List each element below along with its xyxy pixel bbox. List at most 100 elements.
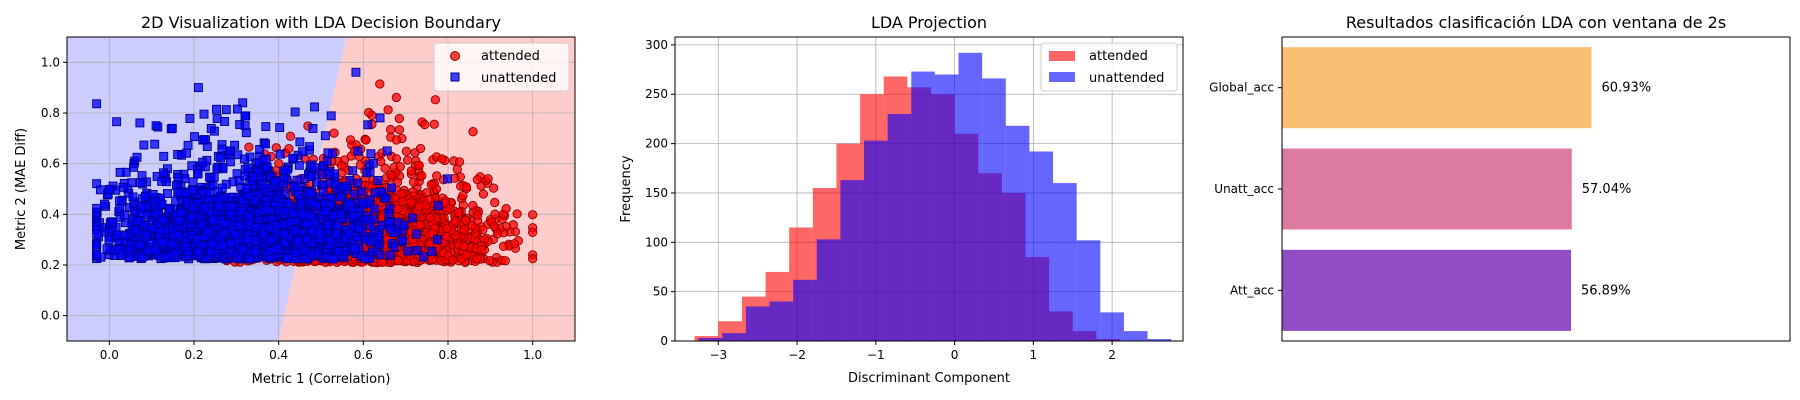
accuracy-bars: Global_acc 60.93% Unatt_acc 57.04% Att_acc 56… <box>1209 47 1651 331</box>
unattended-point <box>295 137 305 147</box>
bar-category-label: Att_acc <box>1230 283 1274 297</box>
unattended-point <box>271 177 280 187</box>
unattended-point <box>185 114 195 123</box>
unattended-bin <box>745 306 770 341</box>
attended-point <box>467 221 477 231</box>
unattended-point <box>183 140 193 150</box>
unattended-point <box>266 235 275 245</box>
histogram-y-tick-label: 200 <box>645 137 668 151</box>
unattended-point <box>170 249 179 259</box>
unattended-point <box>115 167 125 177</box>
unattended-point <box>288 153 298 163</box>
attended-point <box>442 231 452 242</box>
histogram-y-tick-label: 250 <box>645 87 668 101</box>
unattended-point <box>118 182 128 192</box>
unattended-point <box>381 193 391 203</box>
attended-point <box>442 223 452 233</box>
unattended-point <box>251 223 261 232</box>
unattended-point <box>261 139 270 149</box>
unattended-point <box>242 183 252 193</box>
unattended-bin <box>1076 240 1101 341</box>
unattended-point <box>283 199 293 209</box>
unattended-point <box>306 198 316 208</box>
scatter-y-tick-label: 0.2 <box>41 258 60 272</box>
attended-point <box>472 254 482 264</box>
attended-point <box>485 256 495 266</box>
unattended-point <box>157 176 167 186</box>
unattended-point <box>92 99 102 109</box>
unattended-point <box>226 146 236 156</box>
unattended-point <box>209 172 219 182</box>
attended-point <box>408 177 419 187</box>
attended-point <box>430 95 441 105</box>
unattended-bin <box>1005 125 1030 341</box>
unattended-bin <box>793 279 817 341</box>
unattended-point <box>205 247 215 257</box>
attended-point <box>285 131 296 141</box>
accuracy-bar <box>1282 249 1572 331</box>
unattended-point <box>218 229 228 239</box>
unattended-point <box>358 197 367 207</box>
attended-point <box>501 203 511 214</box>
attended-point <box>445 204 455 214</box>
unattended-point <box>192 234 202 244</box>
histogram-x-tick-label: −3 <box>709 348 727 362</box>
attended-point <box>383 105 393 115</box>
unattended-point <box>193 83 203 93</box>
accuracy-bar <box>1282 47 1592 129</box>
attended-point <box>415 143 426 154</box>
unattended-point <box>135 118 145 128</box>
unattended-point <box>306 172 316 181</box>
attended-point <box>432 171 442 181</box>
attended-point <box>361 135 371 145</box>
histogram-x-tick-label: 2 <box>1108 348 1116 362</box>
attended-point <box>472 210 483 220</box>
attended-point <box>461 215 471 225</box>
scatter-y-tick-label: 0.8 <box>41 106 60 120</box>
unattended-point <box>157 199 167 209</box>
unattended-point <box>310 163 319 173</box>
bar-title: Resultados clasificación LDA con ventana… <box>1346 13 1726 32</box>
unattended-point <box>322 156 332 166</box>
unattended-point <box>194 247 204 257</box>
attended-point <box>426 180 437 190</box>
histogram-x-tick-label: 0 <box>951 348 959 362</box>
attended-point <box>417 171 427 181</box>
attended-point <box>500 256 510 266</box>
attended-point <box>490 197 500 208</box>
bar-category-label: Unatt_acc <box>1214 182 1274 196</box>
unattended-point <box>180 242 190 252</box>
scatter-chart: 0.0 0.2 0.4 0.6 0.8 1.0 0.0 0.2 0.4 0.6 0.8 1.0 2D … <box>14 13 576 387</box>
bar-value-label: 60.93% <box>1602 81 1652 96</box>
unattended-point <box>240 154 249 164</box>
unattended-point <box>418 252 428 262</box>
unattended-point <box>275 205 285 215</box>
attended-point <box>437 154 447 164</box>
unattended-point <box>112 117 122 127</box>
unattended-point <box>363 120 373 130</box>
legend-attended-marker <box>450 51 460 61</box>
scatter-y-tick-label: 0.0 <box>41 309 60 323</box>
attended-point <box>406 166 417 176</box>
unattended-point <box>171 196 181 206</box>
unattended-point <box>139 140 149 150</box>
unattended-point <box>328 254 338 264</box>
attended-point <box>380 163 390 173</box>
attended-point <box>394 125 405 135</box>
attended-point <box>244 142 254 152</box>
histogram-y-tick-label: 150 <box>645 186 668 200</box>
attended-point <box>391 135 402 145</box>
attended-point <box>395 162 405 172</box>
unattended-point <box>193 169 203 179</box>
unattended-point <box>373 232 383 242</box>
unattended-point <box>375 250 385 260</box>
unattended-point <box>242 234 252 244</box>
unattended-point <box>147 224 157 234</box>
unattended-point <box>341 181 351 191</box>
unattended-point <box>369 204 379 214</box>
unattended-point <box>108 218 118 228</box>
scatter-y-tick-label: 0.6 <box>41 157 60 171</box>
scatter-legend: attended unattended <box>433 42 570 92</box>
unattended-point <box>385 250 395 260</box>
attended-point <box>414 160 424 171</box>
